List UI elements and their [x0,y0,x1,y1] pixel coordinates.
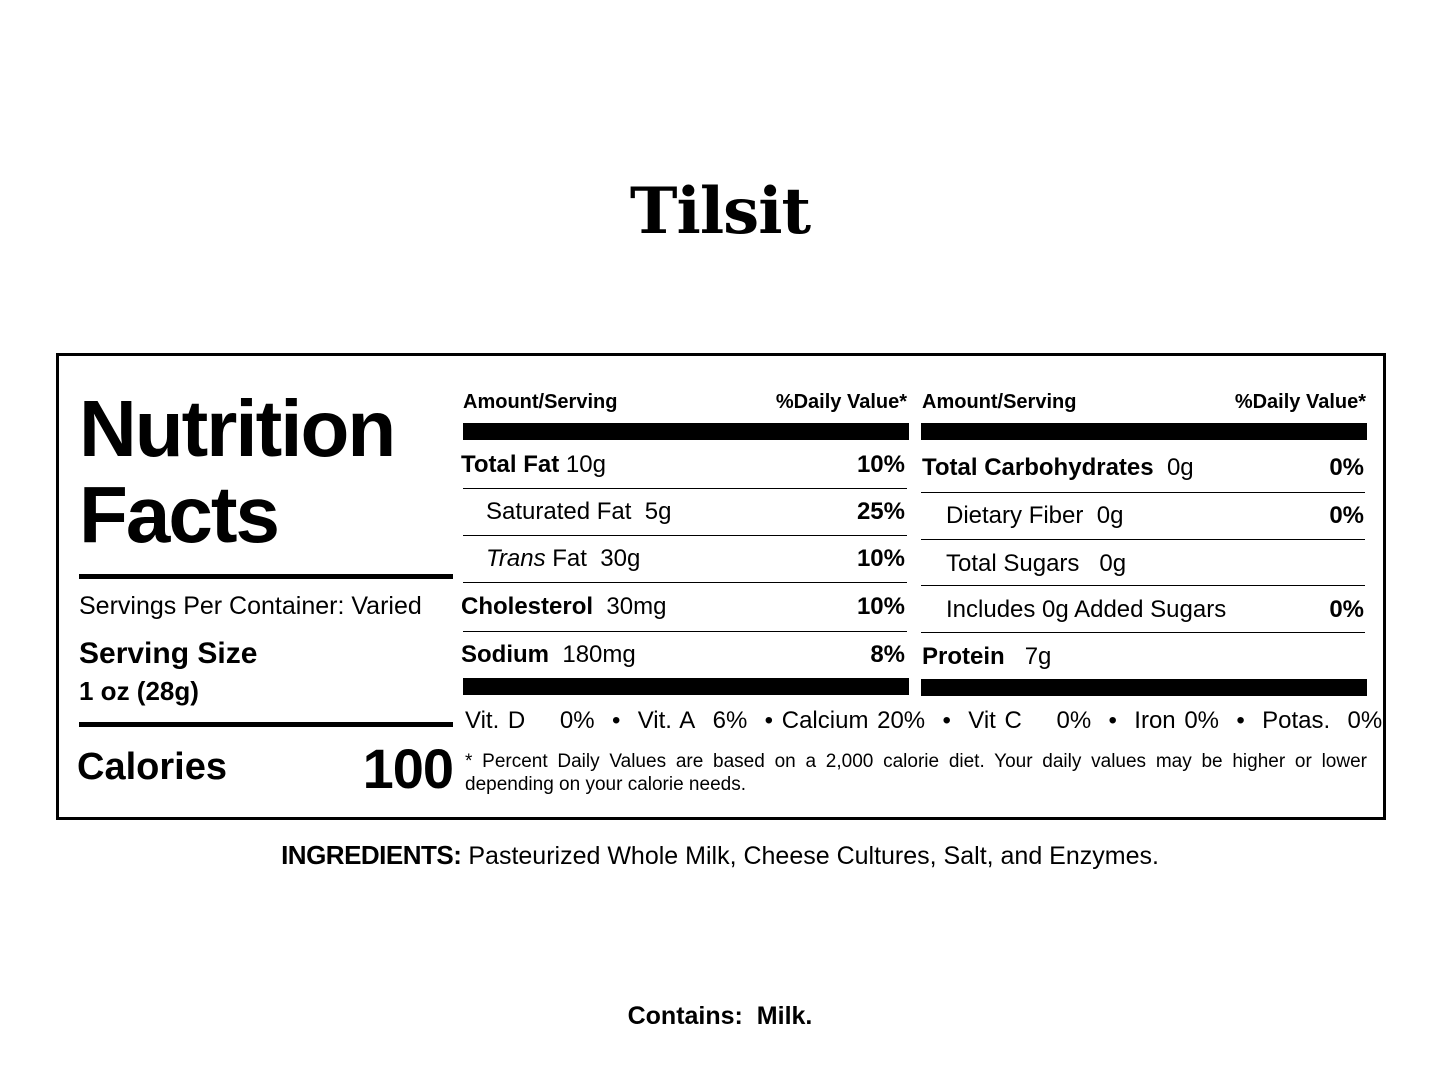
serving-size-value: 1 oz (28g) [79,676,199,706]
nutrient-name: Fat [552,545,587,572]
nutrient-dv: 8% [870,641,905,668]
nutrient-dv: 0% [1329,502,1364,529]
bullet-separator: • [1236,707,1245,734]
nutrient-amount: 0g [1096,502,1124,529]
nutrient-amount: 5g [644,498,672,525]
nutrient-name: Total Sugars [946,550,1080,577]
nutrient-name: Total Carbohydrates [922,454,1154,481]
nutrient-name: Includes 0g Added Sugars [946,596,1227,623]
vitamin-value: 0% [1347,707,1383,734]
nutrition-facts-heading: Nutrition Facts [79,384,396,559]
nutrient-dv: 10% [856,545,905,572]
row-divider [463,631,907,632]
row-divider [921,632,1365,633]
nutrient-name-italic: Trans [486,545,546,572]
nutrient-amount: 0g [1099,550,1127,577]
ingredients-line: INGREDIENTS: Pasteurized Whole Milk, Che… [0,840,1440,871]
vitamins-line: Vit. D 0% • Vit. A 6% • Calcium 20% • Vi… [465,707,1382,735]
nutrient-amount: 30g [600,545,641,572]
vitamin-value: 0% [1056,707,1092,734]
ingredients-label: INGREDIENTS: [281,840,462,870]
nutrient-name: Sodium [461,641,549,668]
vitamin-value: 0% [1184,707,1219,734]
contains-text: Milk. [756,1002,813,1030]
nutrient-dv: 0% [1329,596,1364,623]
nutrient-amount: 0g [1166,454,1194,481]
vitamin-name: Potas. [1262,707,1331,734]
serving-size-label: Serving Size [79,637,258,670]
vitamin-value: 20% [877,707,926,734]
ingredients-text: Pasteurized Whole Milk, Cheese Cultures,… [468,842,1159,870]
allergen-line: Contains: Milk. [0,1002,1440,1031]
bullet-separator: • [611,707,621,734]
nutrient-dv: 0% [1329,454,1364,481]
vitamin-value: 0% [559,707,595,734]
heading-line1: Nutrition [79,384,396,473]
nutrient-name: Total Fat [461,451,560,478]
nutrient-amount: 7g [1024,643,1052,670]
left-header-amount: Amount/Serving [463,391,618,413]
vitamin-name: Vit. A [637,707,696,734]
nutrient-amount: 30mg [606,593,667,620]
left-footer-bar [463,678,909,695]
right-footer-bar [921,679,1367,696]
row-divider [921,492,1365,493]
serving-rule [79,722,453,727]
vitamin-name: Vit C [968,707,1022,734]
right-header-dv: %Daily Value* [1234,391,1366,413]
calories-label: Calories [77,746,227,788]
calories-value: 100 [362,737,454,800]
left-header-dv: %Daily Value* [775,391,907,413]
heading-line2: Facts [79,470,280,559]
nutrient-name: Saturated Fat [486,498,632,525]
row-divider [921,585,1365,586]
row-divider [463,582,907,583]
row-divider [463,488,907,489]
product-title: Tilsit [629,174,811,249]
row-divider [463,535,907,536]
bullet-separator: • [1108,707,1117,734]
heading-rule [79,574,453,579]
bullet-separator: • [942,707,951,734]
nutrient-name: Dietary Fiber [946,502,1084,529]
right-header-amount: Amount/Serving [922,391,1077,413]
right-header-bar [921,423,1367,440]
vitamin-name: Vit. D [465,707,526,734]
nutrient-name: Protein [922,643,1005,670]
nutrient-name: Cholesterol [461,593,594,620]
daily-value-footnote: * Percent Daily Values are based on a 2,… [465,751,1367,795]
vitamin-name: Calcium [781,707,869,734]
nutrient-amount: 180mg [562,641,636,668]
nutrient-dv: 25% [856,498,905,525]
nutrient-dv: 10% [856,593,905,620]
bullet-separator: • [764,707,774,734]
row-divider [921,539,1365,540]
nutrition-facts-panel: Nutrition Facts Servings Per Container: … [56,353,1386,820]
contains-label: Contains: [627,1002,743,1030]
servings-per-container: Servings Per Container: Varied [79,592,422,620]
vitamin-value: 6% [712,707,748,734]
vitamin-name: Iron [1134,707,1176,734]
left-header-bar [463,423,909,440]
nutrient-amount: 10g [565,451,606,478]
nutrient-dv: 10% [856,451,905,478]
